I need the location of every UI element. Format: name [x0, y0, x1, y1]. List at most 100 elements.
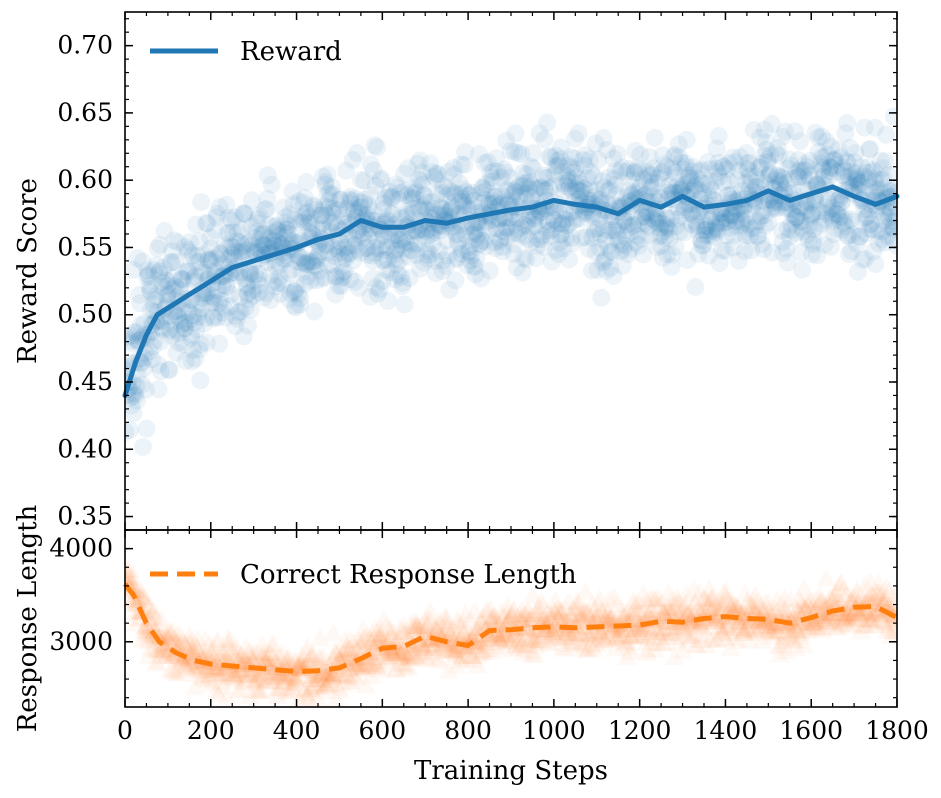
reward-sample-point: [297, 173, 316, 192]
reward-sample-point: [125, 396, 141, 415]
reward-sample-point: [355, 190, 374, 209]
reward-sample-point: [419, 219, 438, 238]
reward-sample-point: [247, 242, 266, 261]
reward-sample-point: [560, 178, 579, 197]
length-sample-point: [237, 651, 258, 670]
reward-sample-point: [709, 163, 728, 182]
length-sample-point: [254, 662, 275, 681]
reward-sample-point: [676, 157, 695, 176]
reward-sample-point: [292, 263, 311, 282]
length-sample-point: [631, 624, 651, 643]
length-sample-point: [233, 664, 254, 683]
length-sample-point: [548, 598, 569, 617]
length-sample-point: [338, 638, 358, 657]
length-sample-point: [292, 651, 313, 670]
length-sample-point: [659, 603, 680, 622]
length-sample-point: [170, 634, 190, 653]
reward-sample-point: [688, 169, 707, 188]
length-sample-point: [661, 602, 682, 621]
length-sample-point: [230, 658, 251, 677]
reward-sample-point: [428, 165, 447, 184]
reward-sample-point: [864, 161, 883, 180]
reward-sample-point: [630, 179, 649, 198]
reward-sample-point: [611, 242, 630, 261]
reward-sample-point: [326, 267, 345, 286]
reward-sample-point: [584, 167, 603, 186]
reward-sample-point: [757, 140, 776, 159]
reward-sample-point: [128, 249, 147, 268]
length-sample-point: [576, 628, 597, 647]
length-sample-point: [282, 679, 302, 698]
reward-sample-point: [801, 205, 820, 224]
length-sample-point: [438, 630, 458, 649]
reward-sample-point: [222, 237, 241, 256]
reward-sample-point: [279, 216, 298, 235]
length-sample-point: [510, 608, 531, 627]
reward-sample-point: [677, 130, 696, 149]
length-sample-point: [554, 609, 574, 628]
reward-sample-point: [422, 162, 441, 181]
reward-sample-point: [816, 197, 835, 216]
length-sample-point: [143, 619, 164, 638]
reward-sample-point: [821, 237, 840, 256]
length-sample-point: [169, 663, 190, 682]
reward-sample-point: [316, 173, 335, 192]
reward-sample-point: [222, 211, 241, 230]
reward-sample-point: [759, 167, 778, 186]
length-sample-point: [543, 621, 563, 640]
length-sample-point: [479, 628, 499, 647]
length-sample-point: [412, 634, 433, 653]
length-sample-point: [328, 664, 349, 683]
reward-sample-point: [511, 218, 530, 237]
reward-sample-point: [761, 146, 780, 165]
reward-sample-point: [684, 158, 703, 177]
reward-sample-point: [703, 207, 722, 226]
length-sample-point: [362, 656, 383, 675]
reward-sample-point: [593, 172, 612, 191]
length-sample-point: [472, 612, 493, 631]
reward-sample-point: [589, 150, 608, 169]
reward-sample-point: [648, 174, 667, 193]
length-sample-point: [620, 642, 641, 661]
length-sample-point: [538, 602, 558, 621]
reward-sample-point: [337, 161, 356, 180]
reward-sample-point: [518, 216, 537, 235]
length-sample-point: [463, 650, 484, 669]
length-sample-point: [612, 619, 633, 638]
reward-sample-point: [541, 222, 560, 241]
length-sample-point: [617, 647, 638, 666]
length-sample-point: [412, 615, 432, 634]
length-sample-point: [360, 653, 381, 672]
length-sample-point: [156, 646, 177, 665]
length-sample-point: [682, 626, 702, 645]
reward-sample-point: [855, 118, 874, 137]
reward-sample-point: [173, 302, 192, 321]
reward-sample-point: [497, 131, 516, 150]
reward-sample-point: [402, 241, 421, 260]
length-sample-point: [613, 607, 634, 626]
length-sample-point: [166, 632, 187, 651]
reward-sample-point: [613, 256, 632, 275]
length-sample-point: [713, 621, 733, 640]
reward-sample-point: [434, 251, 453, 270]
reward-sample-point: [656, 215, 675, 234]
reward-sample-point: [264, 217, 283, 236]
reward-sample-point: [843, 225, 862, 244]
length-sample-point: [366, 624, 387, 643]
reward-sample-point: [880, 217, 897, 236]
reward-sample-point: [709, 153, 728, 172]
length-sample-point: [125, 567, 136, 586]
reward-sample-point: [536, 168, 555, 187]
reward-sample-point: [125, 334, 141, 353]
reward-sample-point: [836, 124, 855, 143]
length-sample-point: [127, 592, 147, 611]
length-sample-point: [726, 595, 747, 614]
length-sample-point: [343, 662, 364, 681]
length-sample-point: [274, 664, 295, 683]
length-sample-point: [655, 617, 676, 636]
length-sample-point: [218, 632, 239, 651]
length-sample-point: [556, 622, 577, 641]
reward-sample-point: [506, 183, 525, 202]
length-sample-point: [182, 638, 203, 657]
length-sample-point: [712, 623, 733, 642]
